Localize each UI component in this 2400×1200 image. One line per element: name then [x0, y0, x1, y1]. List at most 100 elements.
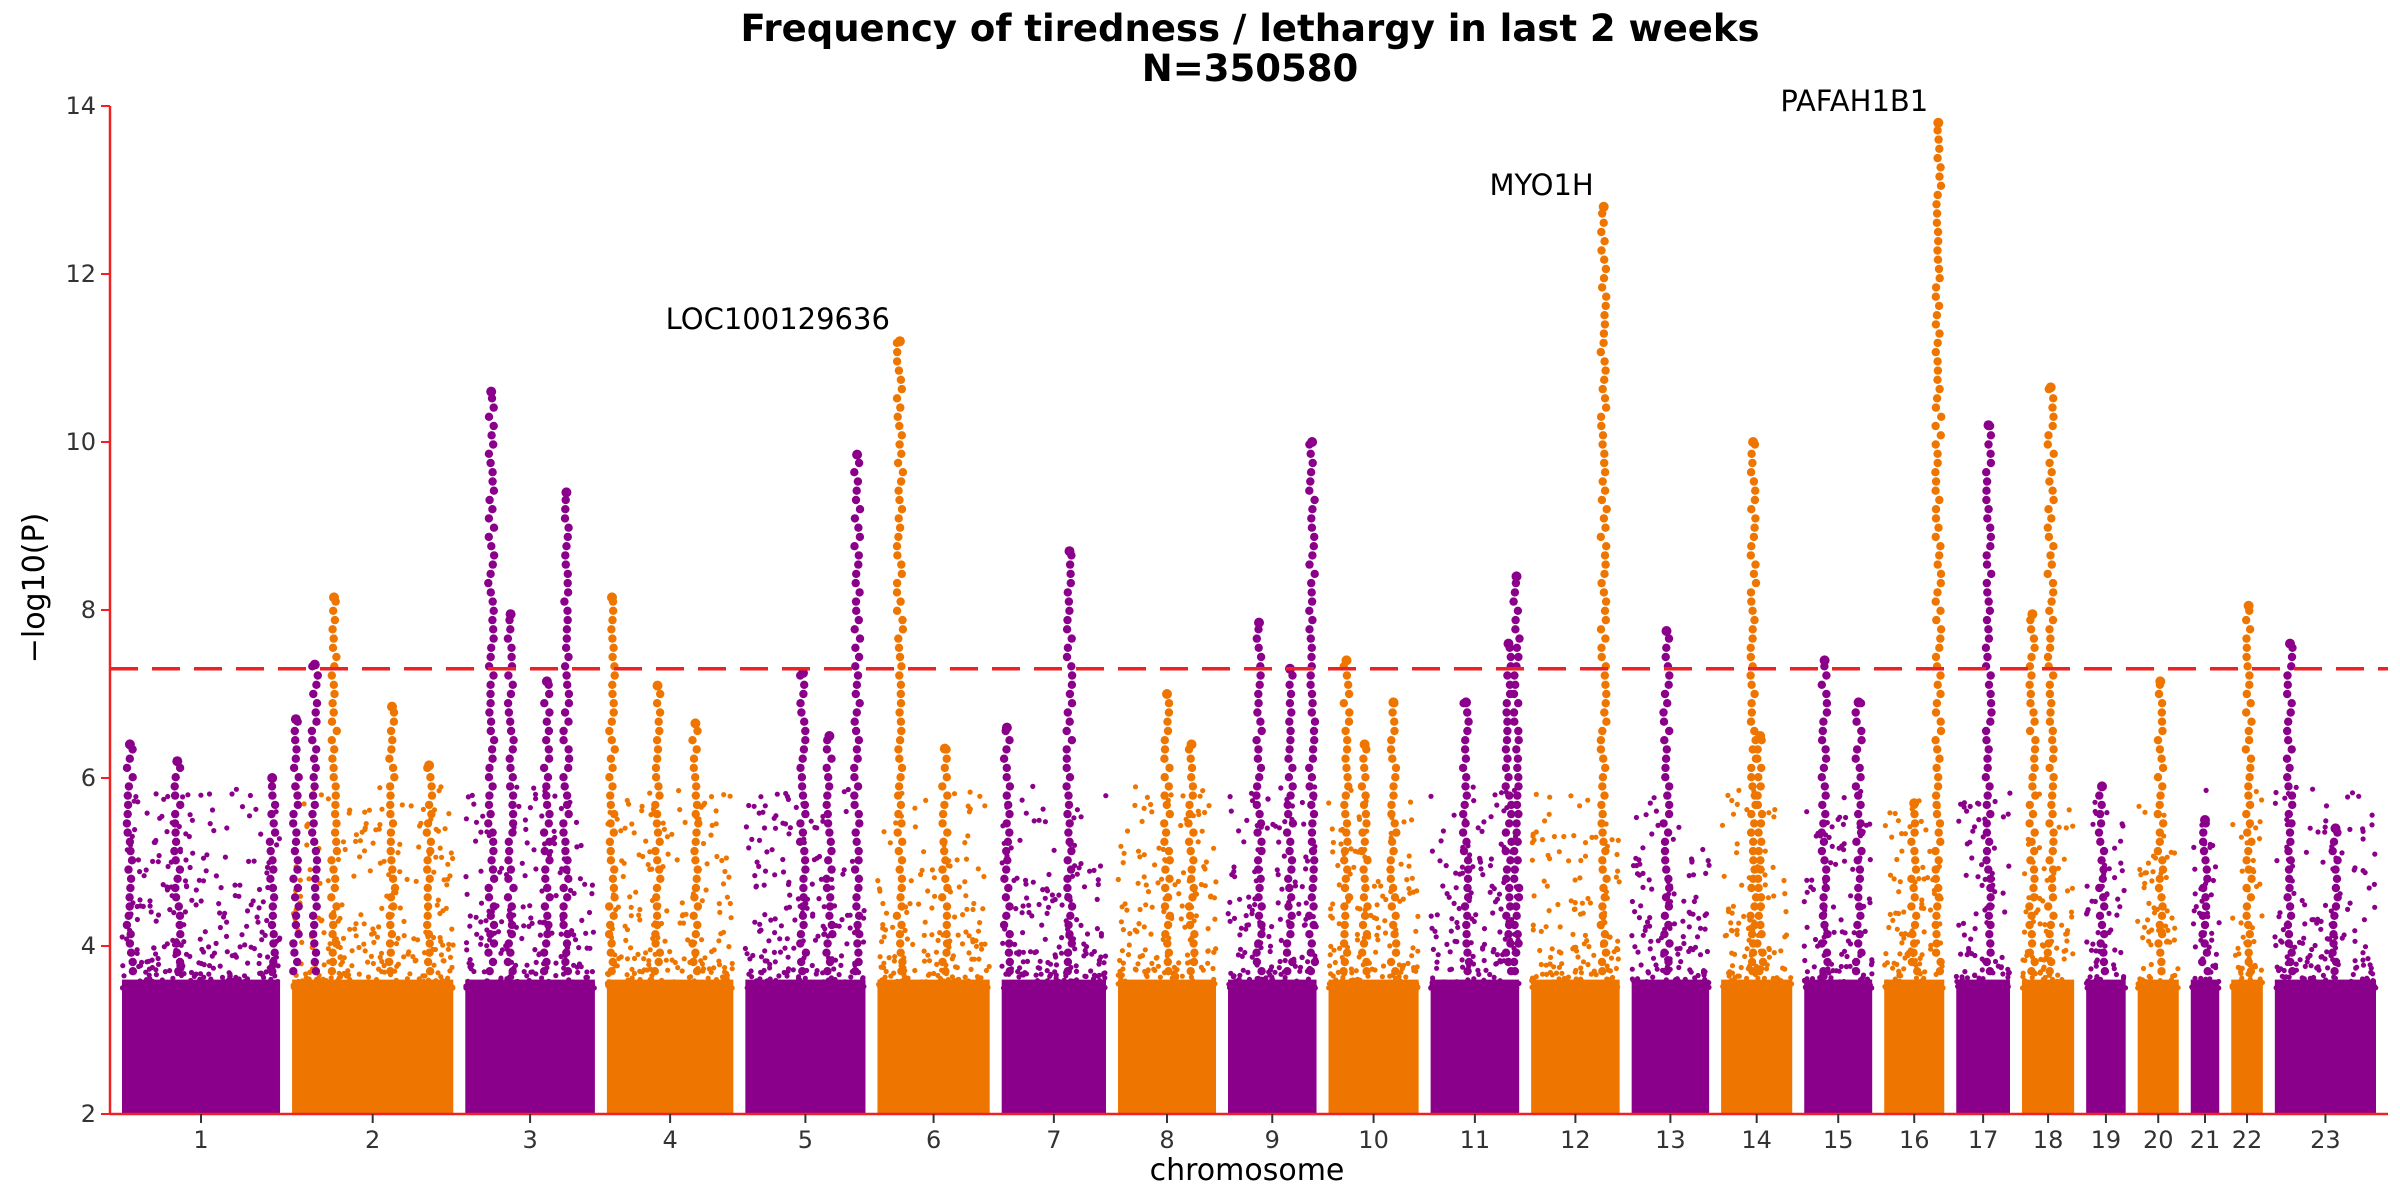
snp-point — [328, 911, 337, 920]
snp-point — [559, 902, 568, 911]
snp-point — [486, 809, 495, 819]
snp-point — [1578, 965, 1584, 971]
snp-point — [1829, 984, 1835, 990]
snp-point — [2352, 958, 2358, 964]
snp-point — [761, 825, 768, 831]
snp-point — [1901, 966, 1907, 972]
snp-point — [857, 985, 863, 991]
snp-point — [2054, 978, 2060, 984]
snp-point — [1020, 949, 1026, 955]
snp-point — [676, 788, 682, 794]
snp-point — [1124, 907, 1130, 913]
snp-point — [822, 883, 832, 893]
snp-point — [1021, 985, 1027, 991]
snp-point — [170, 791, 180, 800]
snp-point — [655, 726, 664, 736]
snp-point — [1078, 814, 1084, 820]
snp-point — [563, 856, 572, 865]
snp-point — [180, 794, 186, 800]
snp-point — [1478, 866, 1484, 872]
snp-point — [312, 902, 321, 911]
snp-point — [583, 979, 589, 985]
snp-point — [431, 962, 437, 968]
snp-point — [1609, 837, 1615, 843]
snp-point — [1487, 863, 1494, 869]
snp-point — [147, 898, 153, 904]
snp-point — [423, 911, 432, 920]
snp-point — [1382, 918, 1388, 924]
snp-point — [886, 955, 892, 961]
snp-point — [1559, 970, 1565, 976]
snp-point — [975, 866, 981, 872]
snp-point — [1344, 985, 1350, 991]
snp-point — [1605, 983, 1611, 989]
snp-point — [1430, 946, 1436, 953]
snp-point — [186, 985, 192, 991]
snp-point — [1632, 909, 1638, 915]
snp-point — [442, 826, 448, 832]
snp-point — [785, 954, 791, 960]
snp-point — [353, 838, 359, 845]
snp-point — [1120, 966, 1126, 972]
snp-point — [816, 985, 822, 991]
snp-point — [197, 976, 203, 982]
snp-point — [690, 893, 699, 902]
snp-point — [1330, 839, 1336, 846]
snp-point — [323, 978, 329, 984]
snp-point — [1581, 941, 1587, 947]
snp-point — [579, 985, 585, 991]
snp-point — [2119, 868, 2125, 874]
snp-point — [705, 975, 711, 981]
snp-point — [1009, 980, 1015, 986]
snp-point — [198, 792, 204, 798]
snp-point — [1275, 900, 1281, 906]
snp-point — [1327, 963, 1333, 969]
snp-point — [1847, 963, 1853, 969]
snp-point — [545, 837, 554, 846]
snp-point — [2147, 975, 2154, 981]
snp-point — [756, 863, 762, 870]
snp-point — [1545, 981, 1551, 988]
snp-point — [2114, 985, 2120, 991]
snp-point — [799, 920, 808, 930]
chromosome-body-4 — [606, 979, 734, 1114]
snp-point — [390, 773, 399, 782]
snp-point — [844, 941, 850, 947]
snp-point — [330, 689, 339, 699]
snp-point — [1703, 870, 1709, 877]
snp-point — [1963, 872, 1969, 878]
snp-point — [1193, 913, 1199, 919]
snp-point — [2256, 836, 2263, 842]
snp-point — [854, 948, 863, 957]
snp-point — [772, 872, 778, 878]
snp-point — [954, 964, 960, 971]
snp-point — [1328, 971, 1334, 977]
snp-point — [574, 982, 580, 989]
snp-point — [562, 939, 572, 948]
snp-point — [416, 976, 422, 982]
snp-point — [2371, 881, 2377, 888]
snp-point — [1608, 955, 1615, 961]
snp-point — [124, 782, 134, 791]
snp-point — [485, 708, 494, 717]
snp-point — [1059, 935, 1065, 941]
snp-point — [654, 983, 660, 989]
snp-point — [1486, 984, 1492, 990]
snp-point — [450, 942, 456, 948]
snp-point — [1493, 961, 1499, 967]
snp-point — [540, 902, 550, 911]
snp-point — [211, 828, 217, 834]
snp-point — [743, 824, 750, 830]
snp-point — [1349, 978, 1355, 984]
snp-point — [2146, 900, 2152, 907]
snp-point — [608, 689, 617, 699]
snp-point — [1269, 964, 1275, 970]
snp-point — [2151, 910, 2158, 916]
snp-point — [1640, 845, 1646, 851]
snp-point — [331, 874, 340, 883]
snp-point — [1736, 920, 1742, 926]
snp-point — [798, 902, 808, 911]
snp-point — [440, 908, 446, 914]
snp-point — [1203, 859, 1209, 865]
snp-point — [441, 958, 447, 964]
